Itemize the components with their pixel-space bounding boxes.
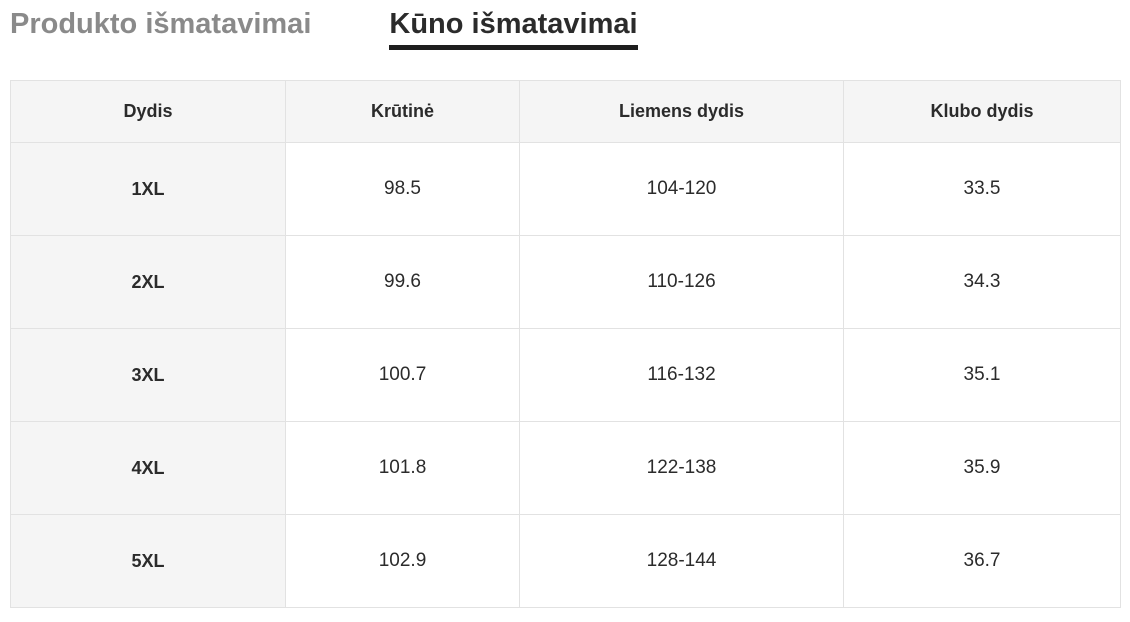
size-table-header: Dydis Krūtinė Liemens dydis Klubo dydis [10,80,1121,143]
cell-hip: 33.5 [843,142,1121,236]
cell-waist: 128-144 [519,514,844,608]
table-row: 1XL 98.5 104-120 33.5 [10,142,1121,236]
cell-chest: 98.5 [285,142,520,236]
cell-hip: 36.7 [843,514,1121,608]
cell-waist: 104-120 [519,142,844,236]
table-row: 4XL 101.8 122-138 35.9 [10,421,1121,515]
tab-product-measurements[interactable]: Produkto išmatavimai [10,8,312,40]
row-size-label: 5XL [10,514,286,608]
size-table-body: 1XL 98.5 104-120 33.5 2XL 99.6 110-126 3… [10,142,1121,608]
table-row: 2XL 99.6 110-126 34.3 [10,235,1121,329]
cell-chest: 101.8 [285,421,520,515]
row-size-label: 3XL [10,328,286,422]
cell-waist: 110-126 [519,235,844,329]
cell-hip: 34.3 [843,235,1121,329]
row-size-label: 1XL [10,142,286,236]
row-size-label: 2XL [10,235,286,329]
cell-chest: 102.9 [285,514,520,608]
column-header-size: Dydis [10,80,286,143]
cell-hip: 35.9 [843,421,1121,515]
table-row: 3XL 100.7 116-132 35.1 [10,328,1121,422]
measurement-tabs: Produkto išmatavimai Kūno išmatavimai [10,8,1120,50]
column-header-chest: Krūtinė [285,80,520,143]
cell-waist: 122-138 [519,421,844,515]
cell-waist: 116-132 [519,328,844,422]
column-header-waist: Liemens dydis [519,80,844,143]
tab-body-measurements[interactable]: Kūno išmatavimai [389,8,638,50]
header-row: Dydis Krūtinė Liemens dydis Klubo dydis [10,80,1121,143]
cell-hip: 35.1 [843,328,1121,422]
cell-chest: 100.7 [285,328,520,422]
column-header-hip: Klubo dydis [843,80,1121,143]
table-row: 5XL 102.9 128-144 36.7 [10,514,1121,608]
row-size-label: 4XL [10,421,286,515]
cell-chest: 99.6 [285,235,520,329]
size-table: Dydis Krūtinė Liemens dydis Klubo dydis … [10,80,1121,608]
